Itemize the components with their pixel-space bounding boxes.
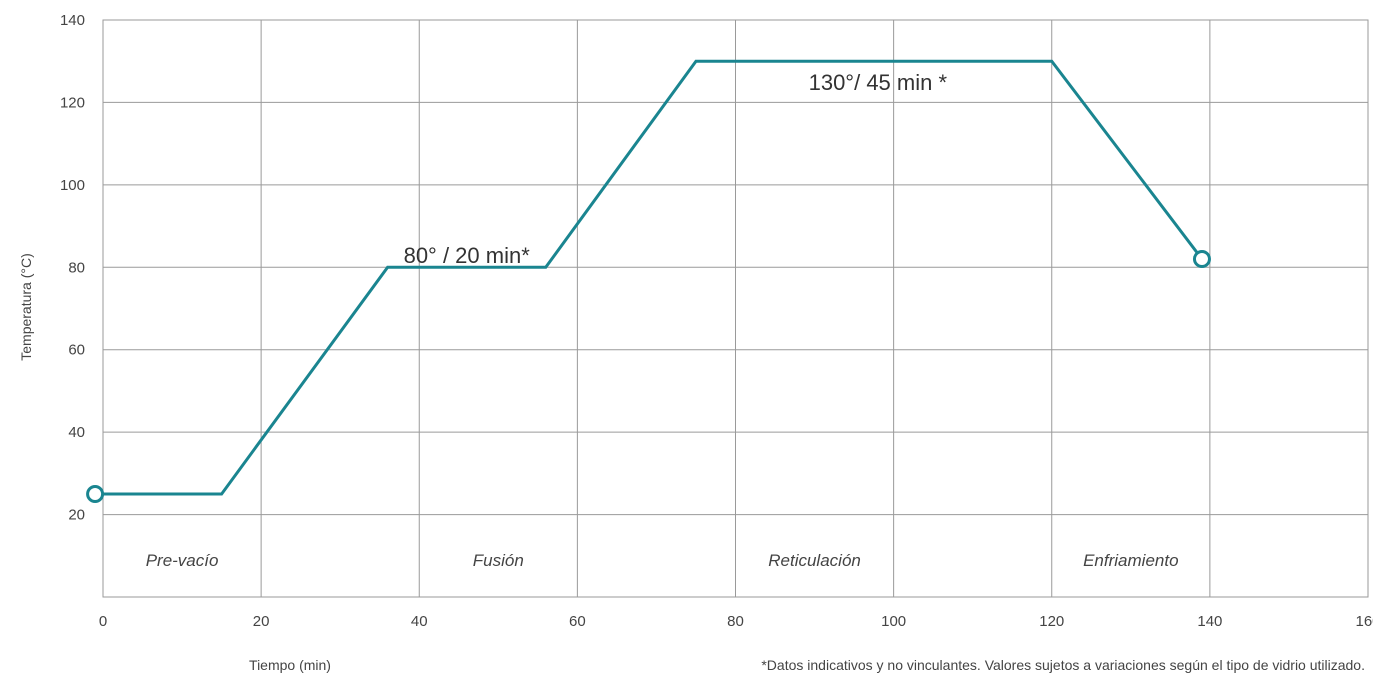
plateau-annotation: 80° / 20 min* (404, 243, 531, 268)
y-tick-label: 40 (68, 424, 85, 441)
phase-labels: Pre-vacío Fusión Reticulación Enfriamiento (146, 551, 1179, 570)
phase-label: Pre-vacío (146, 551, 219, 570)
annotations: 80° / 20 min* 130°/ 45 min * (404, 70, 948, 268)
y-tick-label: 80 (68, 259, 85, 276)
y-tick-label: 120 (60, 94, 85, 111)
x-tick-label: 0 (99, 613, 107, 630)
x-tick-label: 140 (1197, 613, 1222, 630)
series (86, 59, 1211, 503)
grid (102, 19, 1369, 598)
temperature-line (95, 59, 1204, 496)
plateau-annotation: 130°/ 45 min * (809, 70, 948, 95)
y-tick-label: 20 (68, 507, 85, 524)
phase-label: Fusión (473, 551, 524, 570)
x-tick-label: 40 (411, 613, 428, 630)
x-tick-label: 80 (727, 613, 744, 630)
phase-label: Enfriamiento (1083, 551, 1178, 570)
start-marker (86, 484, 105, 503)
y-axis-label: Temperatura (°C) (18, 253, 34, 361)
x-tick-label: 20 (253, 613, 270, 630)
y-tick-label: 100 (60, 177, 85, 194)
x-axis-label: Tiempo (min) (249, 657, 331, 673)
y-tick-label: 140 (60, 12, 85, 29)
x-tick-label: 120 (1039, 613, 1064, 630)
footnote: *Datos indicativos y no vinculantes. Val… (761, 657, 1365, 673)
y-tick-label: 60 (68, 342, 85, 359)
end-marker (1192, 250, 1211, 269)
x-tick-label: 160 (1355, 613, 1373, 630)
phase-label: Reticulación (768, 551, 861, 570)
x-tick-label: 60 (569, 613, 586, 630)
x-tick-label: 100 (881, 613, 906, 630)
tick-labels: 0 20 40 60 80 100 120 140 160 20 40 60 80 100 120 140 (60, 12, 1373, 630)
